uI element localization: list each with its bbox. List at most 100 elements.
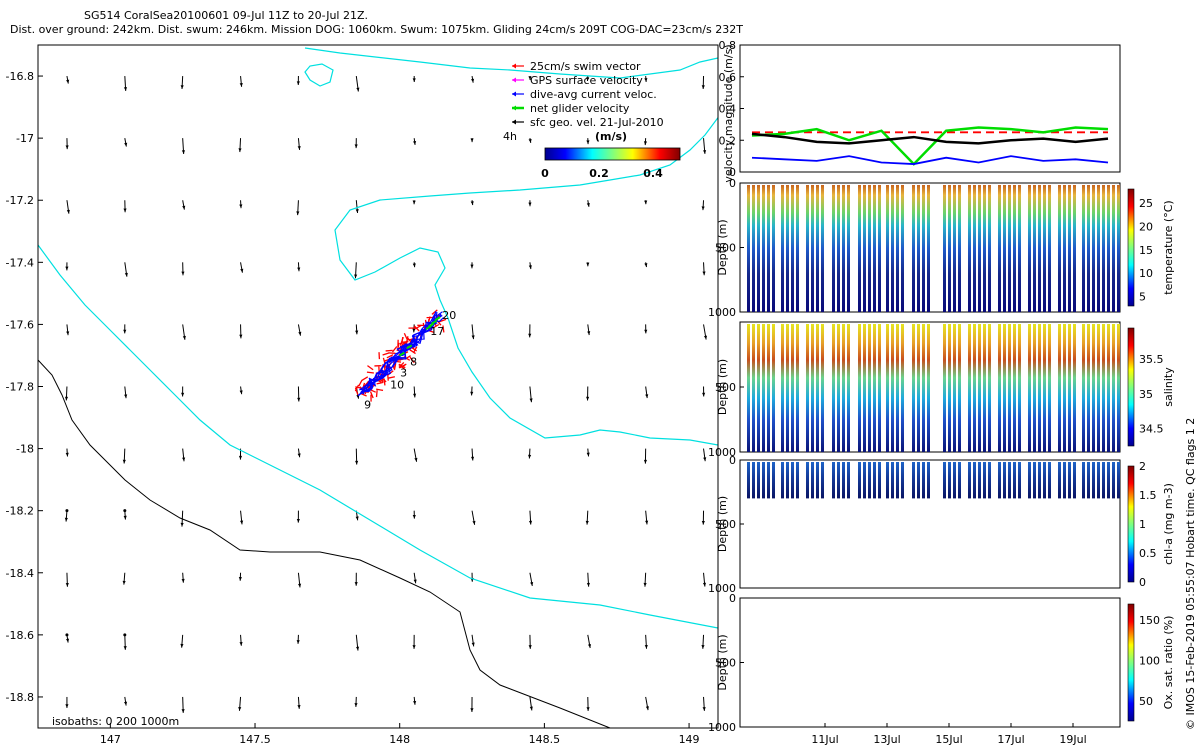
dive-cast — [1003, 462, 1006, 499]
isobath-1000 — [38, 359, 611, 728]
dive-cast — [1048, 462, 1051, 499]
dive-cast — [868, 462, 871, 499]
legend-entry: 25cm/s swim vector — [530, 60, 641, 73]
swim-vector — [401, 340, 408, 346]
sfc-vector-head — [297, 705, 301, 709]
dive-cast — [912, 185, 915, 312]
swim-vector — [413, 325, 420, 332]
sfc-vector-head — [644, 263, 648, 268]
dive-cast — [958, 185, 961, 312]
dive-cast — [1117, 324, 1120, 452]
sfc-vector-head — [472, 520, 476, 525]
depth-ylabel: Depth (m) — [716, 634, 729, 690]
sfc-vector-head — [587, 331, 591, 336]
sfc-vector-head — [65, 145, 69, 150]
dive-cast — [847, 462, 850, 499]
dive-cast — [847, 185, 850, 312]
legend-entry: net glider velocity — [530, 102, 630, 115]
dive-cast — [943, 324, 946, 452]
sfc-vector-head — [644, 200, 648, 205]
dive-cast — [1008, 462, 1011, 499]
colorbar-tick-label: 5 — [1139, 291, 1146, 304]
dive-cast — [912, 324, 915, 452]
dive-cast — [1097, 324, 1100, 452]
dive-cast — [747, 462, 750, 499]
sfc-vector-head — [123, 329, 127, 334]
vel-y-tick-label: 0.4 — [719, 103, 737, 116]
dive-cast — [1092, 462, 1095, 499]
dive-cast — [891, 324, 894, 452]
colorbar-label: (m/s) — [595, 130, 627, 143]
dive-cast — [927, 185, 930, 312]
swim-vector — [354, 384, 360, 392]
sfc-vector-head — [180, 85, 184, 89]
colorbar-tick-label: 20 — [1139, 220, 1153, 233]
map-x-axis: 147 147.5 148 148.5 149 — [100, 723, 700, 746]
dive-cast — [1033, 324, 1036, 452]
depth-tick-label: 500 — [715, 242, 736, 255]
sfc-vector-head — [645, 394, 649, 399]
dive-cast — [1102, 185, 1105, 312]
swim-vector — [409, 356, 415, 364]
sfc-vector-head — [181, 709, 185, 713]
sfc-vector-head — [528, 265, 532, 270]
dive-cast — [816, 324, 819, 452]
dive-cast — [1003, 185, 1006, 312]
dive-cast — [786, 185, 789, 312]
sfc-vector-head — [528, 645, 532, 649]
net-velocity — [434, 316, 441, 321]
dive-cast — [917, 324, 920, 452]
map-y-tick-label: -18 — [16, 443, 34, 456]
dive-cast — [837, 462, 840, 499]
dive-cast — [1102, 324, 1105, 452]
sfc-vector-head — [356, 646, 360, 651]
swim-vector — [376, 381, 384, 385]
depth-tick-label: 500 — [715, 657, 736, 670]
sfc-vector-head — [65, 583, 69, 587]
dive-cast — [1087, 462, 1090, 499]
dive-cast — [886, 185, 889, 312]
swim-vector — [386, 354, 394, 359]
swim-vector — [375, 390, 378, 398]
dive-cast — [1107, 324, 1110, 452]
map-y-axis: -16.8 -17 -17.2 -17.4 -17.6 -17.8 -18 -18.2 -18.… — [6, 70, 43, 704]
dive-cast — [1073, 185, 1076, 312]
dive-cast — [1028, 462, 1031, 499]
time-tick-label: 19Jul — [1059, 733, 1086, 746]
dive-cast — [891, 462, 894, 499]
glider-track — [354, 309, 447, 402]
dive-cast — [1073, 462, 1076, 499]
dive-cast — [863, 324, 866, 452]
swim-vector — [391, 346, 398, 353]
dive-cast — [806, 185, 809, 312]
sfc-vector-head — [528, 138, 532, 143]
sfc-vector-head — [412, 263, 416, 268]
sfc-vector-head — [66, 331, 70, 336]
dive-cast — [757, 324, 760, 452]
dive-cast — [948, 462, 951, 499]
sfc-vector-head — [413, 579, 417, 584]
sfc-vector-head — [182, 205, 186, 210]
dive-cast — [1063, 324, 1066, 452]
dive-cast — [1087, 185, 1090, 312]
depth-tick-label: 1000 — [708, 446, 736, 459]
dive-cast — [896, 324, 899, 452]
dive-cast — [983, 185, 986, 312]
sfc-vector-head — [181, 271, 185, 276]
colorbar-tick-label: 35 — [1139, 388, 1153, 401]
dive-cast — [873, 324, 876, 452]
colorbar-tick-label: 0 — [541, 167, 549, 180]
dive-cast — [752, 185, 755, 312]
colorbar-tick-label: 10 — [1139, 267, 1153, 280]
dive-cast — [1082, 462, 1085, 499]
dive-cast — [943, 462, 946, 499]
dive-cast — [983, 462, 986, 499]
dive-cast — [983, 324, 986, 452]
dive-cast — [1038, 462, 1041, 499]
dive-cast — [1117, 462, 1120, 499]
sfc-vector-head — [296, 640, 300, 644]
depth-tick-label: 1000 — [708, 306, 736, 319]
dive-cast — [806, 324, 809, 452]
